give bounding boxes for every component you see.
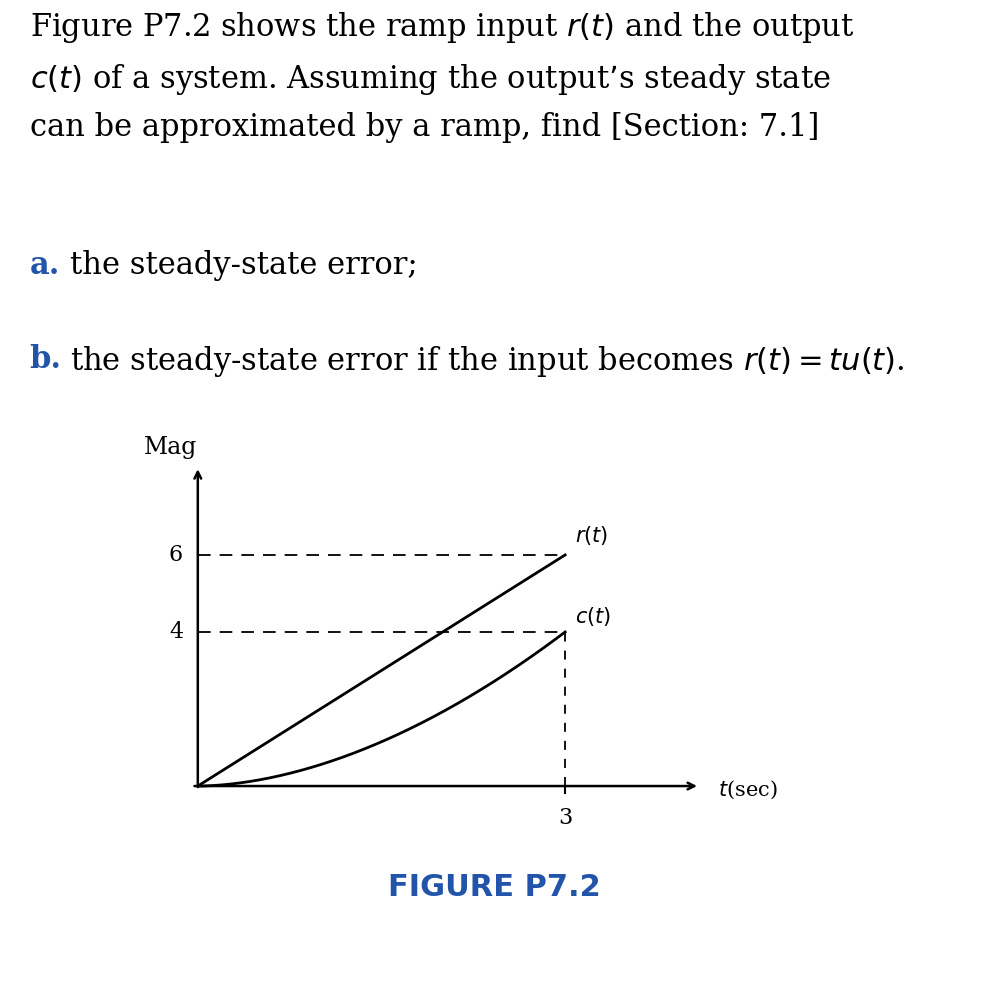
- Text: a.: a.: [30, 250, 60, 281]
- Text: the steady-state error;: the steady-state error;: [69, 250, 417, 281]
- Text: 6: 6: [169, 544, 183, 566]
- Text: Mag: Mag: [144, 436, 198, 459]
- Text: $t$(sec): $t$(sec): [718, 779, 777, 802]
- Text: Figure P7.2 shows the ramp input $r(t)$ and the output
$c(t)$ of a system. Assum: Figure P7.2 shows the ramp input $r(t)$ …: [30, 10, 854, 144]
- Text: FIGURE P7.2: FIGURE P7.2: [388, 872, 601, 902]
- Text: b.: b.: [30, 344, 61, 375]
- Text: 4: 4: [169, 621, 183, 643]
- Text: 3: 3: [558, 808, 573, 830]
- Text: $r(t)$: $r(t)$: [575, 524, 608, 547]
- Text: $c(t)$: $c(t)$: [575, 605, 611, 628]
- Text: the steady-state error if the input becomes $r(t) = tu(t)$.: the steady-state error if the input beco…: [69, 344, 904, 380]
